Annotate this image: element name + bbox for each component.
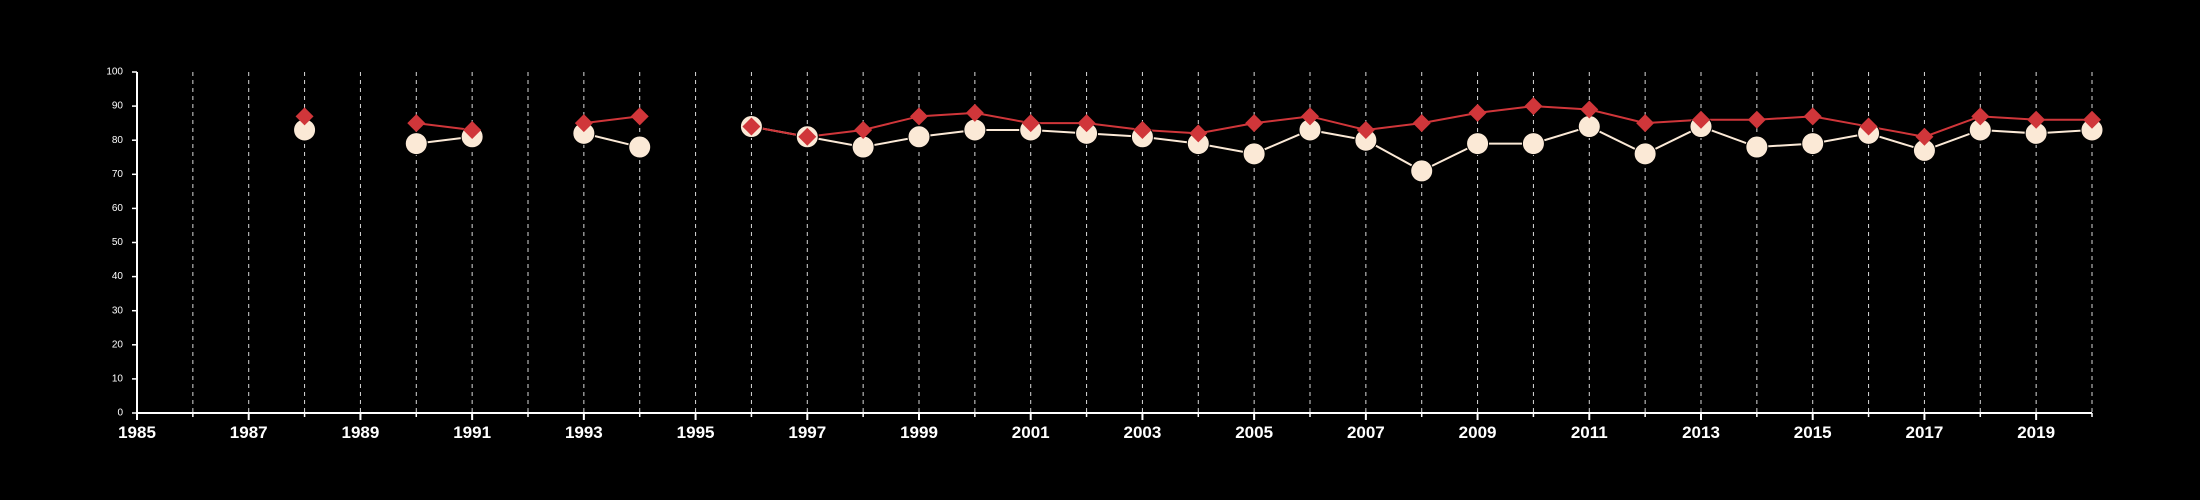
circle-point [1801, 132, 1825, 156]
diamond-point [574, 114, 593, 133]
diamond-point [1859, 117, 1878, 136]
diamond-point [1524, 97, 1543, 116]
diamond-point [910, 107, 928, 126]
y-tick-label: 20 [112, 339, 124, 350]
x-tick-label: 2005 [1235, 423, 1273, 442]
y-tick-label: 30 [112, 305, 124, 316]
circle-point [1633, 142, 1657, 166]
y-tick-label: 10 [112, 374, 124, 385]
y-tick-label: 80 [112, 135, 124, 146]
diamond-point [1301, 107, 1319, 126]
y-tick-label: 90 [112, 101, 124, 112]
circle-point [1410, 159, 1434, 183]
diamond-point [1692, 110, 1710, 129]
x-tick-label: 1993 [565, 423, 603, 442]
diamond-point [1747, 110, 1766, 129]
diamond-point [1412, 114, 1431, 133]
diamond-point [1021, 114, 1040, 133]
x-tick-label: 1999 [900, 423, 938, 442]
circle-point [1745, 135, 1769, 159]
x-tick-label: 1995 [677, 423, 715, 442]
diamond-point [1189, 124, 1208, 143]
diamond-point [2027, 110, 2046, 129]
diamond-point [1636, 114, 1655, 133]
y-axis-ticks: 0 10 20 30 40 50 60 70 80 90 100 [106, 67, 137, 419]
x-tick-label: 2009 [1459, 423, 1497, 442]
x-tick-label: 2013 [1682, 423, 1720, 442]
circle-point [851, 135, 875, 159]
series-1-points [295, 97, 2101, 146]
diamond-point [1580, 100, 1599, 119]
circle-point [1466, 132, 1490, 156]
y-tick-label: 100 [106, 67, 123, 78]
diamond-point [463, 120, 482, 139]
circle-point [1242, 142, 1266, 166]
diamond-point [798, 127, 817, 146]
diamond-point [1245, 114, 1264, 133]
y-tick-label: 50 [112, 237, 124, 248]
diamond-point [854, 120, 873, 139]
x-tick-label: 1987 [230, 423, 268, 442]
x-tick-label: 2015 [1794, 423, 1832, 442]
x-tick-label: 2001 [1012, 423, 1050, 442]
y-tick-label: 70 [112, 169, 124, 180]
y-tick-label: 60 [112, 203, 124, 214]
circle-point [963, 118, 987, 142]
series-line [416, 122, 473, 131]
series-line [583, 115, 640, 125]
circle-point [404, 132, 428, 156]
circle-point [1521, 132, 1545, 156]
x-tick-label: 1997 [788, 423, 826, 442]
diamond-point [2083, 110, 2101, 129]
diamond-point [1133, 120, 1152, 139]
diamond-point [965, 103, 984, 122]
diamond-point [1803, 107, 1822, 126]
circle-point [907, 125, 931, 149]
y-tick-label: 0 [117, 408, 123, 419]
y-tick-label: 40 [112, 271, 124, 282]
diamond-point [1468, 103, 1487, 122]
diamond-point [630, 107, 649, 126]
diamond-point [407, 114, 426, 133]
x-tick-label: 1989 [342, 423, 380, 442]
x-tick-label: 2017 [1906, 423, 1944, 442]
diamond-point [742, 117, 761, 136]
x-tick-label: 1985 [118, 423, 156, 442]
diamond-point [1915, 127, 1934, 146]
x-tick-label: 2019 [2017, 423, 2055, 442]
circle-point [628, 135, 652, 159]
x-tick-label: 2003 [1124, 423, 1162, 442]
diamond-point [295, 107, 314, 126]
x-tick-label: 2007 [1347, 423, 1385, 442]
x-tick-label: 2011 [1571, 423, 1608, 442]
diamond-point [1356, 120, 1375, 139]
diamond-point [1077, 114, 1096, 133]
x-axis-ticks: 1985 1987 1989 1991 1993 1995 1997 1999 2001 2003… [118, 413, 2093, 442]
diamond-point [1971, 107, 1990, 126]
x-tick-label: 1991 [453, 423, 491, 442]
circle-point [1577, 115, 1601, 139]
